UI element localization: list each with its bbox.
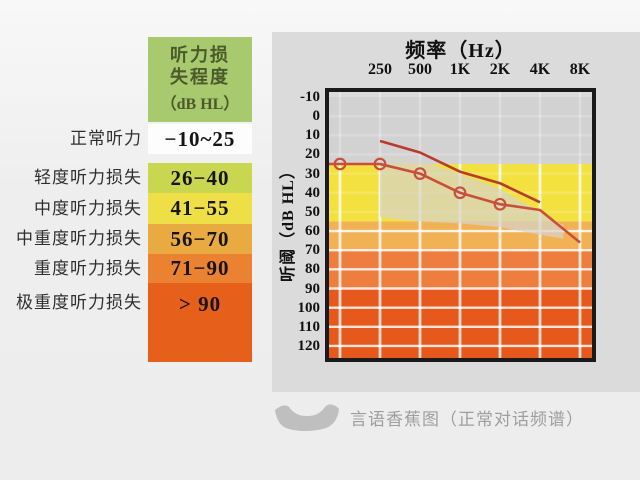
legend-header-line1: 听力损: [170, 44, 230, 65]
y-tick-label: 10: [305, 127, 320, 144]
caption-text: 言语香蕉图（正常对话频谱）: [350, 410, 584, 429]
y-tick-label: 120: [297, 337, 321, 354]
speech-banana-icon: [275, 404, 339, 431]
legend-row-label: 正常听力: [70, 129, 142, 148]
legend-row-label: 中度听力损失: [34, 198, 142, 218]
plot-border: [325, 88, 596, 362]
x-tick-label: 500: [408, 61, 432, 78]
x-tick-label: 4K: [529, 61, 551, 78]
y-tick-label: 80: [305, 261, 320, 278]
legend-row-value: 41−55: [148, 193, 252, 224]
legend-header-unit: （dB HL）: [160, 95, 240, 113]
threshold-marker-circle: [453, 186, 467, 200]
y-tick-label: -10: [300, 89, 320, 105]
y-tick-label: 0: [312, 108, 321, 125]
chart-title: 频率（Hz）: [405, 40, 516, 62]
legend-row-value: 71−90: [148, 254, 252, 283]
y-tick-label: 70: [305, 242, 320, 259]
audiogram-curve: [325, 162, 581, 244]
y-tick-label: 100: [297, 299, 321, 316]
x-tick-label: 1K: [449, 61, 471, 78]
y-tick-label: 60: [305, 223, 320, 240]
legend-row-label: 中重度听力损失: [16, 229, 142, 248]
x-tick-label: 2K: [489, 61, 511, 78]
legend-row-value: 26−40: [148, 163, 252, 193]
threshold-marker-circle: [373, 157, 387, 171]
legend-row-value: −10~25: [148, 124, 252, 154]
audiogram-curve: [379, 139, 541, 204]
x-tick-label: 8K: [569, 61, 591, 78]
legend-row-value: > 90: [148, 283, 252, 362]
x-tick-label: 250: [368, 61, 392, 78]
audiogram-plot: [325, 88, 596, 362]
legend-header: 听力损 失程度 （dB HL）: [148, 37, 252, 122]
threshold-marker-circle: [493, 197, 507, 211]
y-tick-label: 110: [298, 318, 320, 335]
y-axis-title: 听阈（dB HL）: [280, 162, 297, 282]
severity-band: [325, 97, 596, 165]
legend-row-label: 重度听力损失: [34, 258, 142, 278]
legend-row-label: 轻度听力损失: [34, 168, 142, 187]
legend-row-label: 极重度听力损失: [16, 293, 142, 312]
y-tick-label: 40: [305, 184, 320, 201]
y-tick-label: 90: [305, 280, 320, 297]
y-tick-label: 50: [305, 203, 320, 220]
threshold-marker-circle: [333, 157, 347, 171]
legend-header-line2: 失程度: [170, 66, 230, 87]
legend-row-value: 56−70: [148, 224, 252, 254]
y-tick-label: 30: [305, 165, 320, 182]
threshold-marker-circle: [413, 167, 427, 180]
y-tick-label: 20: [305, 146, 320, 163]
